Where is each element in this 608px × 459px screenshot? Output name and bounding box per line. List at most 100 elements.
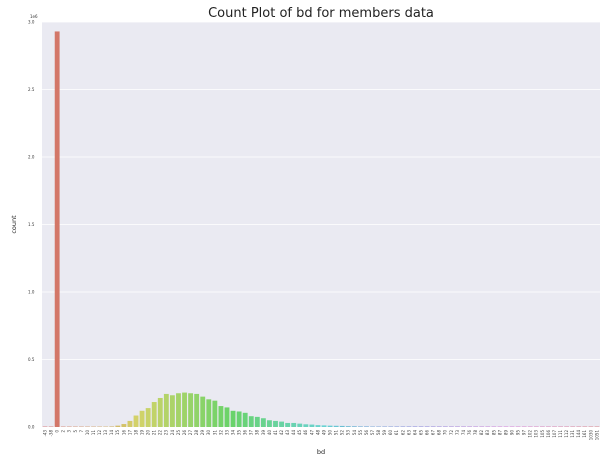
bar-50 <box>327 425 333 427</box>
bar-48 <box>315 425 321 427</box>
bar-45 <box>297 423 303 427</box>
x-tick-label: 39 <box>261 430 266 436</box>
bar-14 <box>109 426 115 427</box>
x-tick-label: 78 <box>473 430 478 436</box>
bar-47 <box>309 424 315 427</box>
y-tick-label: 2.5 <box>28 87 35 92</box>
bar-52 <box>339 425 345 427</box>
bar-40 <box>267 420 272 427</box>
x-tick-label: 1030 <box>588 430 593 441</box>
x-tick-label: 21 <box>152 430 157 436</box>
bar-17 <box>127 420 133 427</box>
x-tick-label: 53 <box>346 430 351 436</box>
x-tick-label: 51 <box>334 430 339 436</box>
x-tick-label: 111 <box>558 430 563 438</box>
x-tick-label: 25 <box>176 430 181 436</box>
bar-16 <box>121 424 127 427</box>
bar-42 <box>279 421 285 427</box>
x-tick-label: 17 <box>127 430 132 436</box>
x-tick-label: 56 <box>364 430 369 436</box>
x-tick-label: 5 <box>73 430 78 433</box>
x-tick-label: 14 <box>109 430 114 436</box>
bar-33 <box>224 407 230 427</box>
bar-44 <box>291 422 297 427</box>
x-tick-label: 37 <box>249 430 254 436</box>
x-tick-label: 45 <box>297 430 302 436</box>
bar-53 <box>345 426 351 427</box>
x-tick-label: 90 <box>509 430 514 436</box>
x-tick-label: 32 <box>218 430 223 436</box>
bar-31 <box>212 400 218 427</box>
x-tick-label: 112 <box>564 430 569 438</box>
x-tick-label: 59 <box>382 430 387 436</box>
x-tick-label: 60 <box>388 430 393 436</box>
y-tick-label: 0.5 <box>28 357 35 362</box>
x-tick-labels: -43 -38 0 2 3 5 7 10 11 12 13 14 15 16 17 18 19 20 21 22 23 2… <box>42 430 599 441</box>
bar-29 <box>200 396 206 427</box>
x-tick-label: 43 <box>285 430 290 436</box>
x-tick-label: 66 <box>425 430 430 436</box>
x-tick-label: 55 <box>358 430 363 436</box>
bar-25 <box>176 393 181 427</box>
y-tick-labels: 0.0 0.5 1.0 1.5 2.0 2.5 3.0 <box>28 20 35 430</box>
x-tick-label: 33 <box>224 430 229 436</box>
x-tick-label: 83 <box>485 430 490 436</box>
bar-54 <box>351 426 357 427</box>
y-axis-label: count <box>10 215 18 234</box>
x-tick-label: 65 <box>418 430 423 436</box>
x-tick-label: 20 <box>146 430 151 436</box>
bar-56 <box>364 426 369 427</box>
x-tick-label: 0 <box>55 430 60 433</box>
x-tick-label: 70 <box>443 430 448 436</box>
x-tick-label: 46 <box>303 430 308 436</box>
x-tick-label: 73 <box>455 430 460 436</box>
x-tick-label: -38 <box>48 430 53 437</box>
x-tick-label: 82 <box>479 430 484 436</box>
bar-34 <box>230 410 236 427</box>
bar-36 <box>242 412 248 427</box>
y-tick-label: 2.0 <box>28 155 35 160</box>
x-tick-label: 40 <box>267 430 272 436</box>
bar-21 <box>151 402 157 427</box>
x-tick-label: 2 <box>61 430 66 433</box>
x-tick-label: 64 <box>412 430 417 436</box>
bar-27 <box>188 393 194 427</box>
x-tick-label: 87 <box>497 430 502 436</box>
x-tick-label: 42 <box>279 430 284 436</box>
x-tick-label: 28 <box>194 430 199 436</box>
x-tick-label: 27 <box>188 430 193 436</box>
bar-0 <box>54 31 60 427</box>
x-tick-label: 68 <box>437 430 442 436</box>
bar-23 <box>163 393 169 427</box>
y-tick-label: 0.0 <box>28 425 35 430</box>
x-tick-label: 50 <box>327 430 332 436</box>
bar-38 <box>254 416 260 427</box>
x-tick-label: 35 <box>237 430 242 436</box>
bar-39 <box>260 418 266 427</box>
bar-20 <box>145 408 151 427</box>
bar-49 <box>321 425 327 427</box>
x-tick-label: 89 <box>503 430 508 436</box>
x-tick-label: 72 <box>449 430 454 436</box>
bar-24 <box>169 395 175 427</box>
bar-30 <box>206 399 212 427</box>
x-tick-label: -43 <box>42 430 47 437</box>
x-tick-label: 97 <box>522 430 527 436</box>
x-tick-label: 76 <box>467 430 472 436</box>
x-tick-label: 19 <box>139 430 144 436</box>
bar-51 <box>333 425 339 427</box>
bar-22 <box>157 397 163 427</box>
bar-35 <box>236 411 242 427</box>
bar-28 <box>194 393 200 427</box>
x-tick-label: 74 <box>461 430 466 436</box>
x-tick-label: 36 <box>243 430 248 436</box>
bar-26 <box>182 392 187 427</box>
x-tick-label: 15 <box>115 430 120 436</box>
x-tick-label: 31 <box>212 430 217 436</box>
x-tick-label: 34 <box>230 430 235 436</box>
x-tick-label: 12 <box>97 430 102 436</box>
x-tick-label: 52 <box>340 430 345 436</box>
x-tick-label: 47 <box>309 430 314 436</box>
bars <box>42 31 600 427</box>
